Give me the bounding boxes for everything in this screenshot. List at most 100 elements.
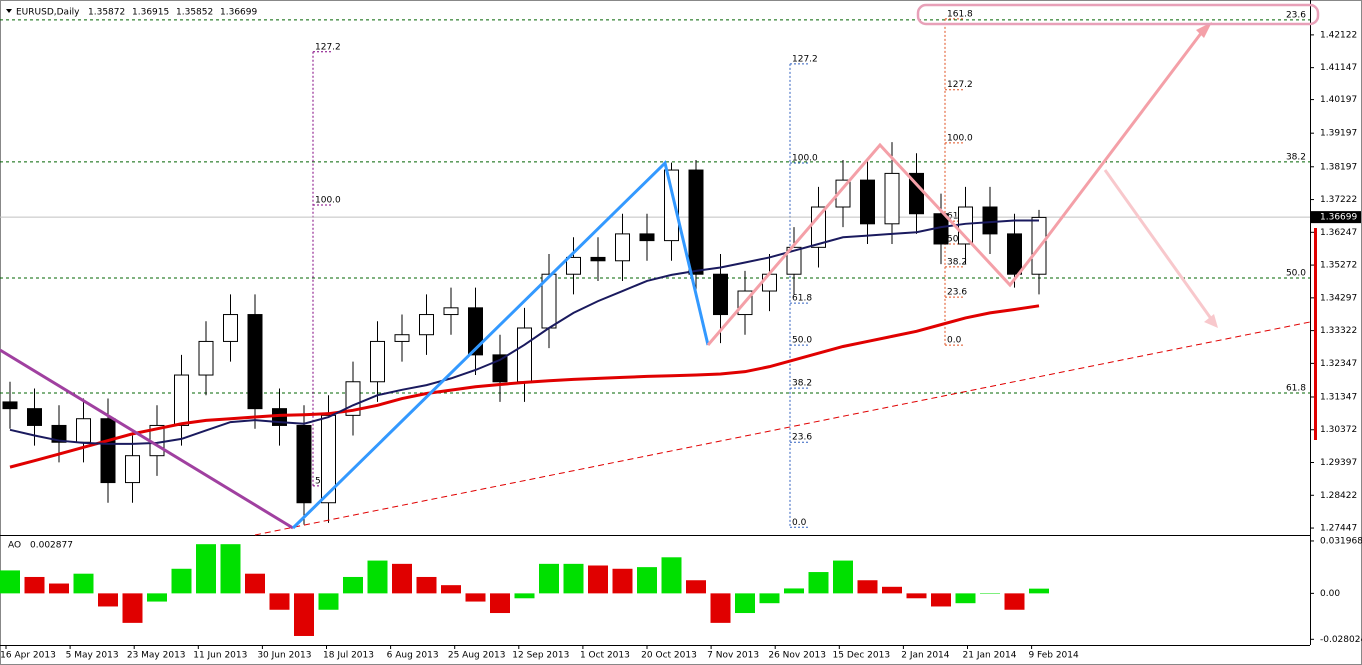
ao-bar: [882, 586, 902, 594]
x-tick-label: 18 Jul 2013: [323, 651, 374, 661]
ao-bar: [392, 563, 412, 594]
candle: [615, 233, 630, 262]
fib-label: 161.8: [947, 9, 973, 19]
fib-label: 50.0: [947, 234, 967, 244]
ao-bar: [539, 563, 559, 594]
ao-bar: [24, 576, 45, 594]
y-tick-label: 0.00: [1320, 589, 1340, 599]
y-tick-label: 0.031968: [1320, 536, 1362, 546]
zigzag: [291, 160, 710, 530]
ao-bar: [490, 593, 510, 614]
indicator-value: 0.002877: [30, 541, 73, 551]
ao-bar: [735, 593, 755, 614]
symbol: EURUSD,Daily: [16, 8, 80, 18]
ao-bar: [147, 593, 167, 602]
axis-marker: [1314, 228, 1317, 440]
ao-bar: [1004, 593, 1025, 610]
ao-bar: [955, 593, 976, 604]
candle: [713, 273, 728, 316]
x-tick-label: 20 Oct 2013: [641, 651, 697, 661]
indicator-title: AO: [8, 541, 21, 551]
ao-bar: [343, 576, 363, 594]
y-tick-label: 1.40197: [1320, 95, 1357, 105]
fib-label: 38.2: [1286, 152, 1306, 162]
candle: [884, 172, 900, 225]
ao-bar: [441, 585, 461, 594]
candle: [566, 256, 581, 275]
y-tick-label: 1.32347: [1320, 359, 1357, 369]
ao-bar: [661, 557, 682, 594]
y-tick-label: 1.34297: [1320, 293, 1357, 303]
ao-bar: [833, 560, 853, 594]
x-tick-label: 11 Jun 2013: [193, 651, 247, 661]
ao-bar: [294, 593, 314, 636]
fib-label: 127.2: [792, 54, 818, 64]
y-tick-label: 1.41147: [1320, 63, 1357, 73]
ao-bar: [171, 568, 192, 594]
fib-label: 50.0: [792, 336, 812, 346]
x-tick-label: 12 Sep 2013: [512, 651, 569, 661]
candle: [51, 424, 67, 443]
ao-bar: [220, 544, 241, 594]
ao-bar: [367, 560, 388, 594]
candle: [590, 256, 606, 262]
fib-label: 38.2: [792, 379, 812, 389]
ao-bar: [269, 593, 290, 610]
candle: [27, 408, 42, 426]
candle: [762, 273, 777, 292]
candle: [247, 314, 263, 410]
fib-label: 61.8: [1286, 383, 1306, 393]
x-tick-label: 7 Nov 2013: [707, 651, 759, 661]
x-tick-label: 1 Oct 2013: [580, 651, 630, 661]
ao-bar: [318, 593, 339, 610]
fib-label: 38.2: [947, 257, 967, 267]
zigzag: [0, 348, 294, 530]
ao-bar: [514, 593, 535, 599]
candle: [664, 169, 679, 242]
y-tick-label: 1.36247: [1320, 228, 1357, 238]
candle: [786, 246, 802, 275]
fib-label: 100.0: [315, 195, 341, 205]
candle: [1007, 233, 1022, 275]
x-tick-label: 23 May 2013: [127, 651, 186, 661]
y-tick-label: 1.35272: [1320, 261, 1357, 271]
drawings: [0, 3, 1320, 536]
fib-label: 100.0: [947, 133, 973, 143]
x-tick-label: 9 Feb 2014: [1028, 651, 1079, 661]
fib-label: 127.2: [315, 42, 341, 52]
candle: [419, 314, 434, 336]
arrow-head: [1204, 314, 1218, 328]
ao-bar: [245, 573, 265, 594]
y-tick-label: -0.028024: [1320, 635, 1362, 645]
ao-bar: [906, 593, 927, 599]
y-tick-label: 1.37222: [1320, 195, 1357, 205]
fib-label: 23.6: [947, 288, 967, 298]
pattern: [706, 27, 1207, 346]
candle: [639, 233, 655, 242]
ao-bar: [637, 567, 657, 594]
x-tick-label: 16 Apr 2013: [0, 651, 56, 661]
y-tick-label: 1.28422: [1320, 491, 1357, 501]
ao-bar: [784, 588, 804, 594]
y-tick-label: 1.42122: [1320, 30, 1357, 40]
ao-bar: [98, 593, 118, 607]
candle: [370, 340, 385, 383]
ao-bar: [0, 570, 20, 594]
ao-bar: [857, 580, 878, 594]
y-tick-label: 1.39197: [1320, 129, 1357, 139]
fib-label: 127.2: [947, 80, 973, 90]
fib-label: 23.6: [1286, 10, 1306, 20]
x-tick-label: 5 May 2013: [66, 651, 119, 661]
fib-label: 23.6: [792, 433, 812, 443]
ao-bar: [931, 593, 951, 607]
candle: [835, 179, 851, 208]
fib-label: 0.0: [792, 518, 807, 528]
x-tick-label: 2 Jan 2014: [901, 651, 949, 661]
projection: [1103, 169, 1214, 321]
ao-bar: [563, 563, 584, 594]
y-tick-label: 1.31347: [1320, 392, 1357, 402]
candle: [125, 455, 140, 484]
candle: [517, 327, 532, 383]
candle: [982, 206, 998, 235]
